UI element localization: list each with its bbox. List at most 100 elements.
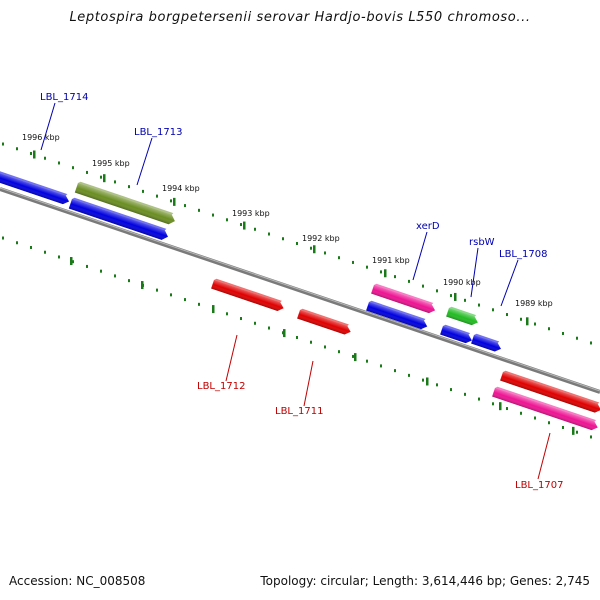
ruler-dot — [212, 213, 214, 217]
gene-red-1712 — [211, 278, 284, 311]
gene-red-1707 — [500, 370, 600, 413]
ruler-dot — [128, 185, 130, 189]
chromosome-title: Leptospira borgpetersenii serovar Hardjo… — [69, 10, 531, 25]
ruler-dot — [436, 289, 438, 293]
ruler-dot — [450, 294, 452, 298]
ruler-dot — [100, 175, 102, 179]
gene-shading — [371, 285, 436, 314]
ruler-dot — [2, 236, 4, 240]
ruler-dot — [2, 142, 4, 146]
gene-label-leader — [412, 231, 428, 281]
ruler-dot — [310, 340, 312, 344]
ruler-dot — [310, 246, 312, 250]
gene-bevel — [474, 333, 500, 344]
chromosome-backbone-highlight — [0, 187, 600, 392]
gene-label-leader — [470, 247, 479, 298]
ruler-dot — [114, 180, 116, 184]
gene-bevel — [443, 324, 471, 335]
ruler-dot — [296, 241, 298, 245]
ruler-major-tick — [243, 221, 246, 230]
gene-bevel — [300, 308, 349, 327]
kbp-label: 1995 kbp — [92, 159, 130, 168]
ruler-dot — [30, 245, 32, 249]
gene-label-leader — [136, 137, 153, 186]
ruler-dot — [380, 270, 382, 274]
ruler-dot — [268, 232, 270, 236]
gene-blue-3 — [366, 300, 428, 330]
ruler-major-tick — [572, 426, 575, 435]
gene-label-leader — [40, 102, 56, 151]
gene-label: LBL_1712 — [197, 381, 245, 392]
ruler-dot — [156, 194, 158, 198]
ruler-bottom — [2, 236, 592, 439]
gene-shading — [500, 372, 600, 413]
ruler-major-tick — [33, 150, 36, 159]
gene-blue-left — [0, 168, 70, 205]
ruler-dot — [170, 293, 172, 297]
ruler-major-tick — [499, 402, 502, 411]
ruler-dot — [324, 345, 326, 349]
ruler-dot — [548, 327, 550, 331]
gene-bevel — [369, 300, 426, 321]
ruler-dot — [254, 321, 256, 325]
ruler-dot — [576, 336, 578, 340]
ruler-major-tick — [454, 292, 457, 301]
ruler-dot — [464, 298, 466, 302]
ruler-dot — [590, 435, 592, 439]
kbp-labels: 1996 kbp 1995 kbp 1994 kbp 1993 kbp 1992 kbp… — [22, 133, 553, 308]
ruler-dot — [184, 204, 186, 208]
ruler-dot — [492, 402, 494, 406]
ruler-major-tick — [141, 281, 144, 290]
gene-bevel — [495, 386, 597, 422]
ruler-dot — [170, 199, 172, 203]
gene-label: LBL_1714 — [40, 92, 88, 103]
gene-blue-4 — [440, 324, 472, 344]
kbp-label: 1990 kbp — [443, 278, 481, 287]
ruler-dot — [324, 251, 326, 255]
gene-label: LBL_1707 — [515, 480, 563, 491]
ruler-dot — [534, 416, 536, 420]
ruler-major-tick — [103, 174, 106, 183]
ruler-dot — [366, 265, 368, 269]
ruler-dot — [562, 425, 564, 429]
kbp-label: 1994 kbp — [162, 184, 200, 193]
gene-magenta-xerD — [371, 283, 436, 314]
ruler-dot — [394, 369, 396, 373]
kbp-label: 1992 kbp — [302, 234, 340, 243]
gene-shading — [471, 335, 501, 352]
ruler-dot — [576, 430, 578, 434]
ruler-dot — [16, 147, 18, 151]
gene-label-leader — [537, 432, 551, 480]
gene-label: xerD — [416, 221, 440, 232]
gene-shading — [366, 302, 428, 330]
gene-blue-2 — [68, 197, 168, 240]
ruler-major-tick — [526, 317, 529, 326]
ruler-dot — [464, 392, 466, 396]
ruler-dot — [30, 151, 32, 155]
ruler-dot — [380, 364, 382, 368]
gene-label-leader — [225, 334, 238, 382]
ruler-major-tick — [384, 269, 387, 278]
ruler-major-tick — [212, 305, 215, 314]
kbp-label: 1993 kbp — [232, 209, 270, 218]
ruler-dot — [142, 189, 144, 193]
ruler-dot — [72, 260, 74, 264]
ruler-dot — [394, 275, 396, 279]
ruler-dot — [352, 354, 354, 358]
ruler-dot — [254, 227, 256, 231]
gene-olive — [74, 181, 175, 225]
ruler-major-tick — [283, 329, 286, 338]
gene-bevel — [503, 370, 600, 405]
ruler-dot — [44, 250, 46, 254]
chromosome-backbone — [0, 187, 600, 394]
ruler-major-tick — [426, 377, 429, 386]
gene-blue-5 — [471, 333, 501, 352]
ruler-dot — [198, 208, 200, 212]
gene-shading — [211, 280, 284, 311]
ruler-dot — [590, 341, 592, 345]
ruler-dot — [268, 326, 270, 330]
gene-features — [0, 168, 600, 431]
gene-shading — [446, 308, 478, 326]
ruler-dot — [422, 378, 424, 382]
